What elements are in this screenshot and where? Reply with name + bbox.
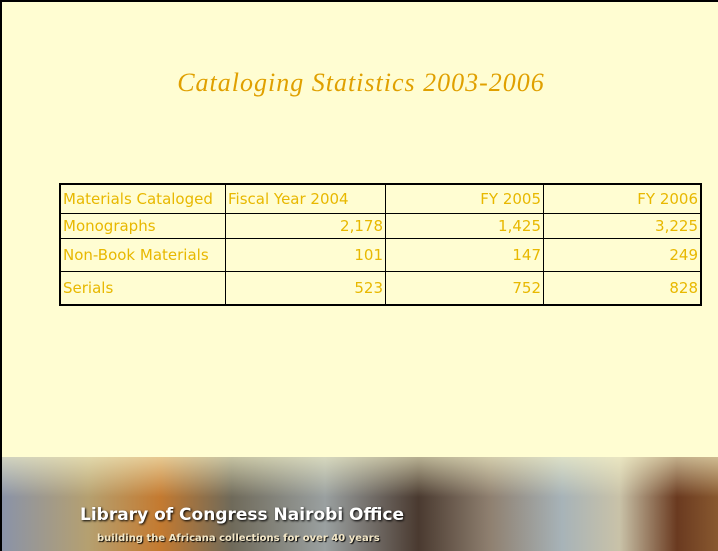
header-cell: Materials Cataloged <box>60 184 226 214</box>
row-label: Monographs <box>60 214 226 239</box>
banner-subtitle: building the Africana collections for ov… <box>97 533 380 544</box>
header-cell: FY 2006 <box>544 184 702 214</box>
cell: 249 <box>544 239 702 272</box>
data-row: Non-Book Materials 101 147 249 <box>60 239 701 272</box>
banner-title: Library of Congress Nairobi Office <box>80 505 404 525</box>
cell: 828 <box>544 272 702 306</box>
cell: 3,225 <box>544 214 702 239</box>
stats-table: Materials Cataloged Fiscal Year 2004 FY … <box>59 183 702 306</box>
header-row: Materials Cataloged Fiscal Year 2004 FY … <box>60 184 701 214</box>
cell: 523 <box>226 272 386 306</box>
banner: Library of Congress Nairobi Office build… <box>2 457 718 551</box>
cell: 2,178 <box>226 214 386 239</box>
cell: 752 <box>386 272 544 306</box>
cell: 147 <box>386 239 544 272</box>
cell: 1,425 <box>386 214 544 239</box>
data-row: Serials 523 752 828 <box>60 272 701 306</box>
cell: 101 <box>226 239 386 272</box>
row-label: Serials <box>60 272 226 306</box>
data-row: Monographs 2,178 1,425 3,225 <box>60 214 701 239</box>
header-cell: Fiscal Year 2004 <box>226 184 386 214</box>
row-label: Non-Book Materials <box>60 239 226 272</box>
header-cell: FY 2005 <box>386 184 544 214</box>
banner-fade <box>2 457 718 497</box>
slide-title: Cataloging Statistics 2003-2006 <box>2 68 718 98</box>
slide: Cataloging Statistics 2003-2006 Material… <box>0 0 718 551</box>
